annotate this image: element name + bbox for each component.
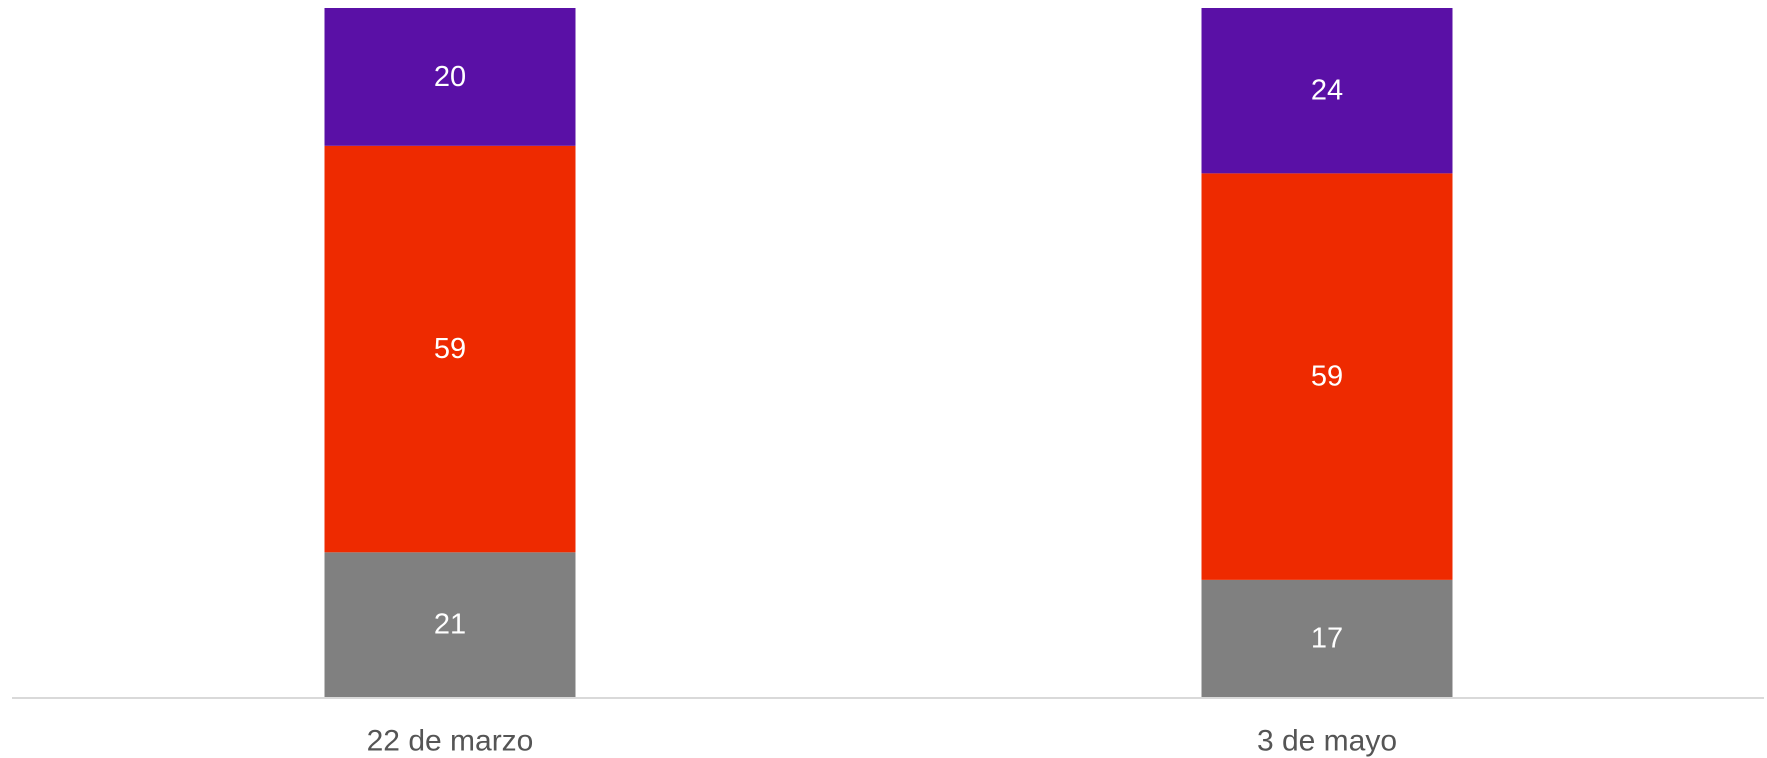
bar-segment xyxy=(324,145,576,553)
x-axis-tick-labels: 22 de marzo 3 de mayo xyxy=(367,725,1397,758)
data-label: 17 xyxy=(1311,622,1343,654)
data-label: 59 xyxy=(1311,361,1343,393)
bar-segment xyxy=(1201,579,1453,697)
x-tick-label: 3 de mayo xyxy=(1257,725,1397,758)
x-tick-label: 22 de marzo xyxy=(367,725,534,758)
bar-segment xyxy=(324,8,576,146)
bar-segment xyxy=(1201,173,1453,580)
data-label: 21 xyxy=(434,609,466,641)
data-label: 20 xyxy=(434,61,466,93)
bar-segment xyxy=(1201,8,1453,174)
data-label: 24 xyxy=(1311,75,1343,107)
bar-segment xyxy=(324,552,576,697)
bars-layer xyxy=(324,8,1453,697)
data-labels-layer: 21 59 20 17 59 24 xyxy=(434,61,1343,655)
data-label: 59 xyxy=(434,333,466,365)
